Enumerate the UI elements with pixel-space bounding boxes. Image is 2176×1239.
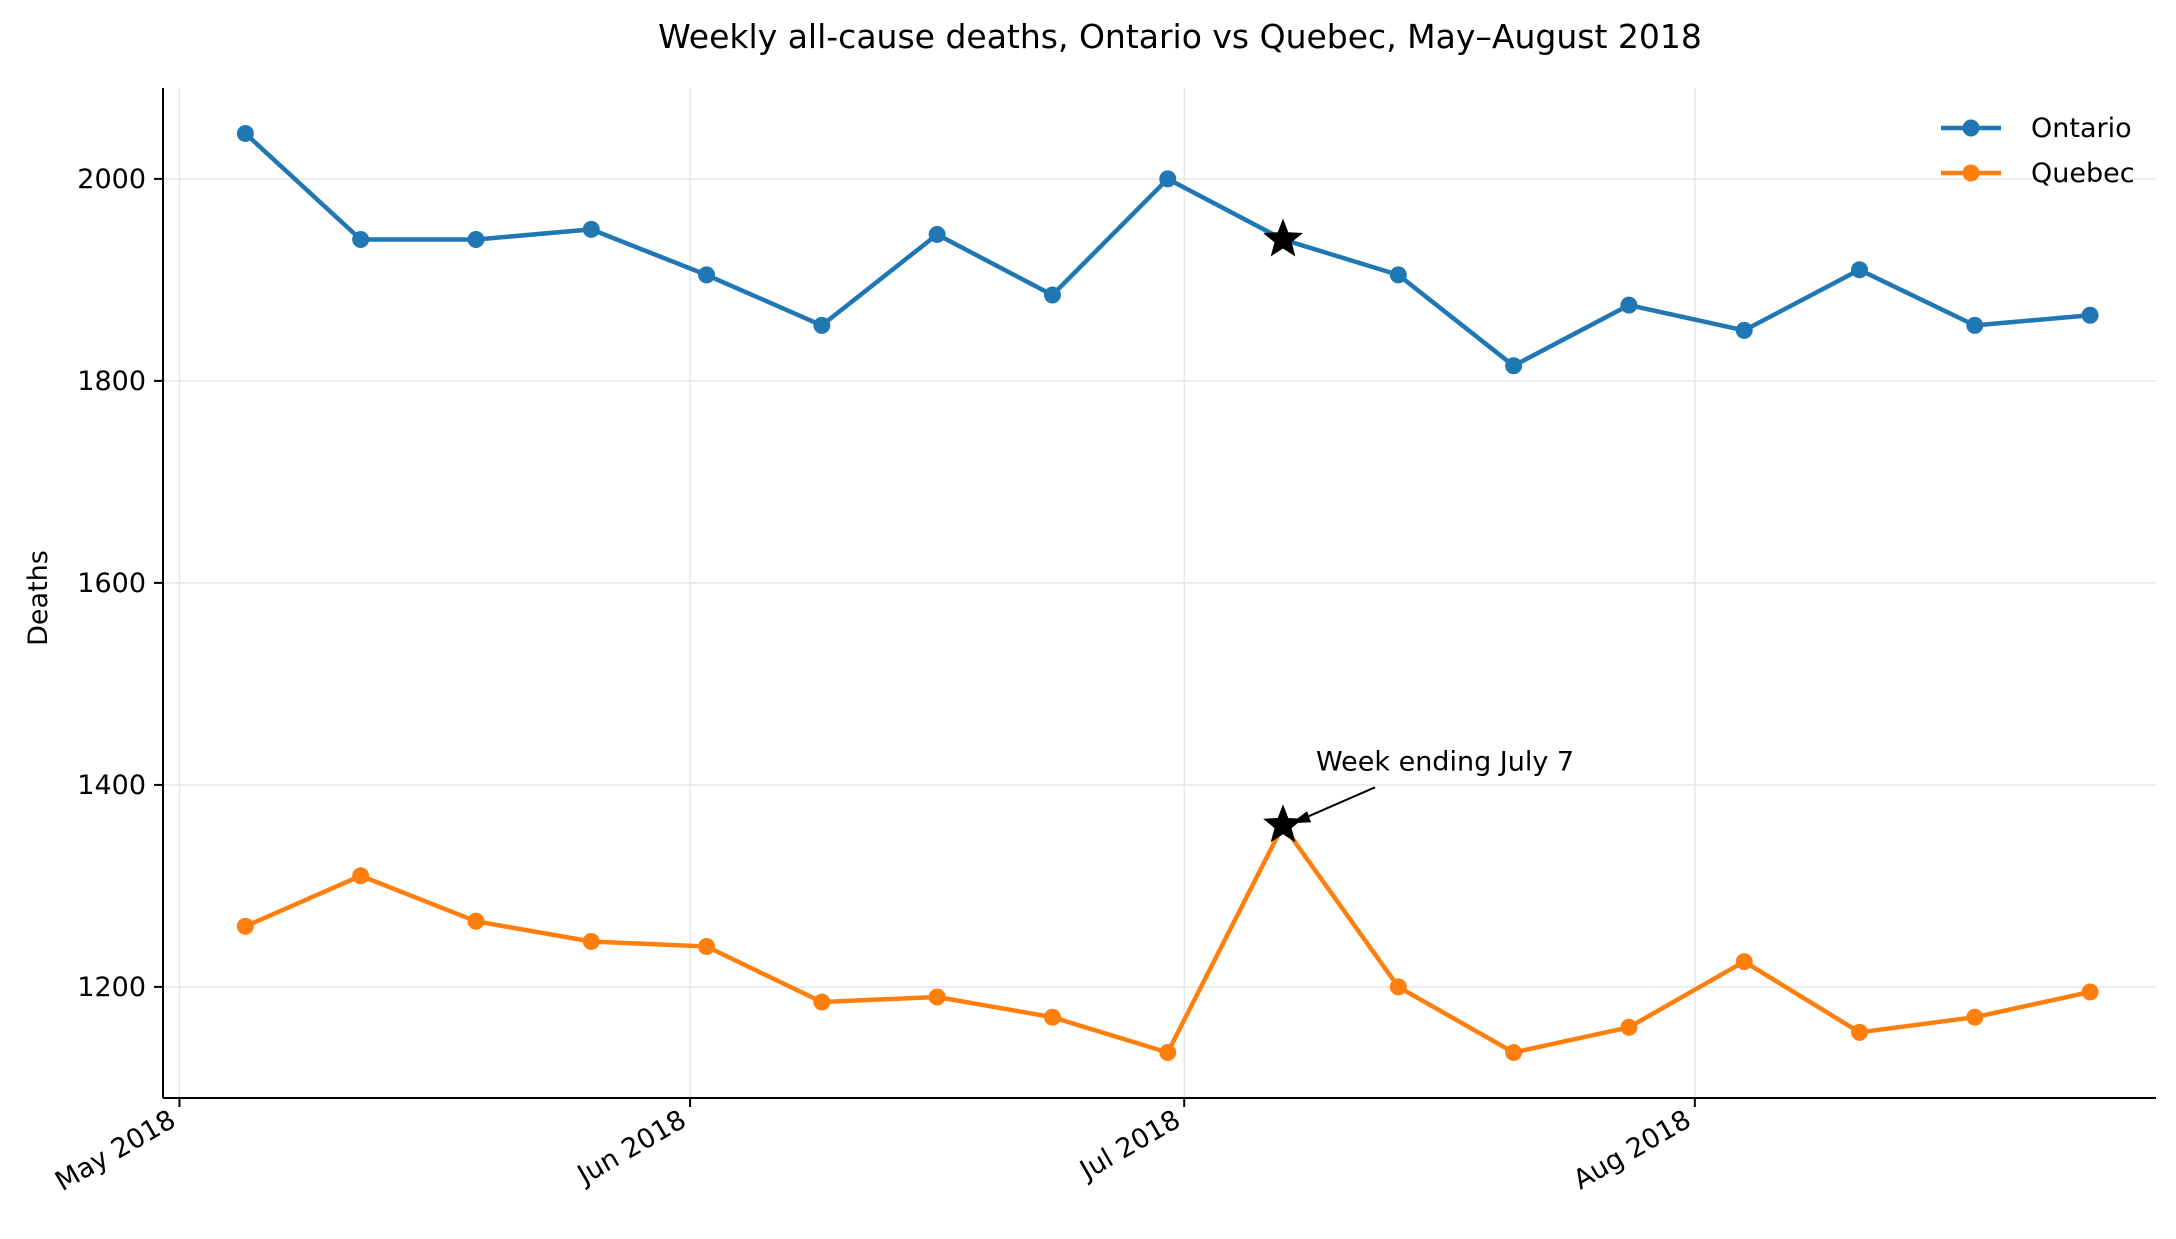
data-point-quebec bbox=[698, 938, 716, 955]
data-point-ontario bbox=[236, 124, 254, 142]
x-tick-label: Jul 2018 bbox=[1073, 1104, 1185, 1187]
data-point-ontario bbox=[1966, 316, 1984, 334]
x-tick-label: Jun 2018 bbox=[571, 1104, 692, 1192]
y-tick-label: 1800 bbox=[77, 366, 146, 397]
data-point-ontario bbox=[582, 220, 600, 238]
data-point-ontario bbox=[813, 316, 831, 334]
annotation-label: Week ending July 7 bbox=[1316, 746, 1574, 777]
data-point-ontario bbox=[1043, 286, 1061, 304]
data-point-ontario bbox=[1620, 296, 1638, 314]
data-point-ontario bbox=[352, 231, 370, 248]
annotation-arrow bbox=[1296, 786, 1376, 823]
data-point-ontario bbox=[1735, 321, 1753, 339]
data-point-ontario bbox=[698, 266, 716, 284]
data-point-quebec bbox=[1043, 1008, 1061, 1026]
data-point-quebec bbox=[236, 917, 254, 935]
legend-marker-quebec bbox=[1962, 164, 1980, 182]
y-tick-label: 1200 bbox=[77, 972, 146, 1003]
data-point-ontario bbox=[467, 231, 485, 248]
data-point-quebec bbox=[1505, 1044, 1523, 1062]
annotation-group: Week ending July 7 bbox=[1291, 746, 1574, 824]
y-axis-label: Deaths bbox=[23, 550, 54, 646]
data-point-quebec bbox=[1966, 1008, 1984, 1026]
legend-label-quebec: Quebec bbox=[2031, 158, 2135, 189]
data-point-ontario bbox=[928, 225, 946, 243]
data-point-quebec bbox=[582, 932, 600, 950]
data-point-quebec bbox=[1735, 953, 1753, 971]
data-point-ontario bbox=[1159, 170, 1177, 188]
y-tick-label: 1600 bbox=[77, 568, 146, 599]
annotation-arrowhead bbox=[1291, 811, 1312, 824]
x-tick-label: Aug 2018 bbox=[1568, 1104, 1696, 1196]
y-tick-label: 2000 bbox=[77, 164, 146, 195]
series-group bbox=[236, 124, 2099, 1062]
y-tick-label: 1400 bbox=[77, 770, 146, 801]
highlight-star-quebec bbox=[1263, 804, 1303, 843]
data-point-quebec bbox=[1389, 978, 1407, 996]
chart-title: Weekly all-cause deaths, Ontario vs Queb… bbox=[658, 17, 1702, 56]
data-point-ontario bbox=[2081, 306, 2099, 324]
x-tick-label: May 2018 bbox=[50, 1104, 181, 1197]
data-point-quebec bbox=[813, 993, 831, 1011]
data-point-quebec bbox=[467, 912, 485, 930]
data-point-ontario bbox=[1505, 357, 1523, 375]
data-point-ontario bbox=[1389, 266, 1407, 284]
data-point-quebec bbox=[1159, 1044, 1177, 1062]
data-point-quebec bbox=[928, 988, 946, 1006]
data-point-ontario bbox=[1851, 261, 1869, 279]
data-point-quebec bbox=[2081, 983, 2099, 1001]
data-point-quebec bbox=[1851, 1023, 1869, 1041]
data-point-quebec bbox=[352, 867, 370, 885]
highlight-star-ontario bbox=[1263, 218, 1303, 257]
series-line-quebec bbox=[244, 823, 2091, 1055]
legend-label-ontario: Ontario bbox=[2031, 113, 2132, 144]
data-point-quebec bbox=[1620, 1018, 1638, 1036]
legend-marker-ontario bbox=[1962, 119, 1980, 137]
legend: Ontario Quebec bbox=[1941, 113, 2135, 189]
series-line-ontario bbox=[243, 131, 2091, 369]
